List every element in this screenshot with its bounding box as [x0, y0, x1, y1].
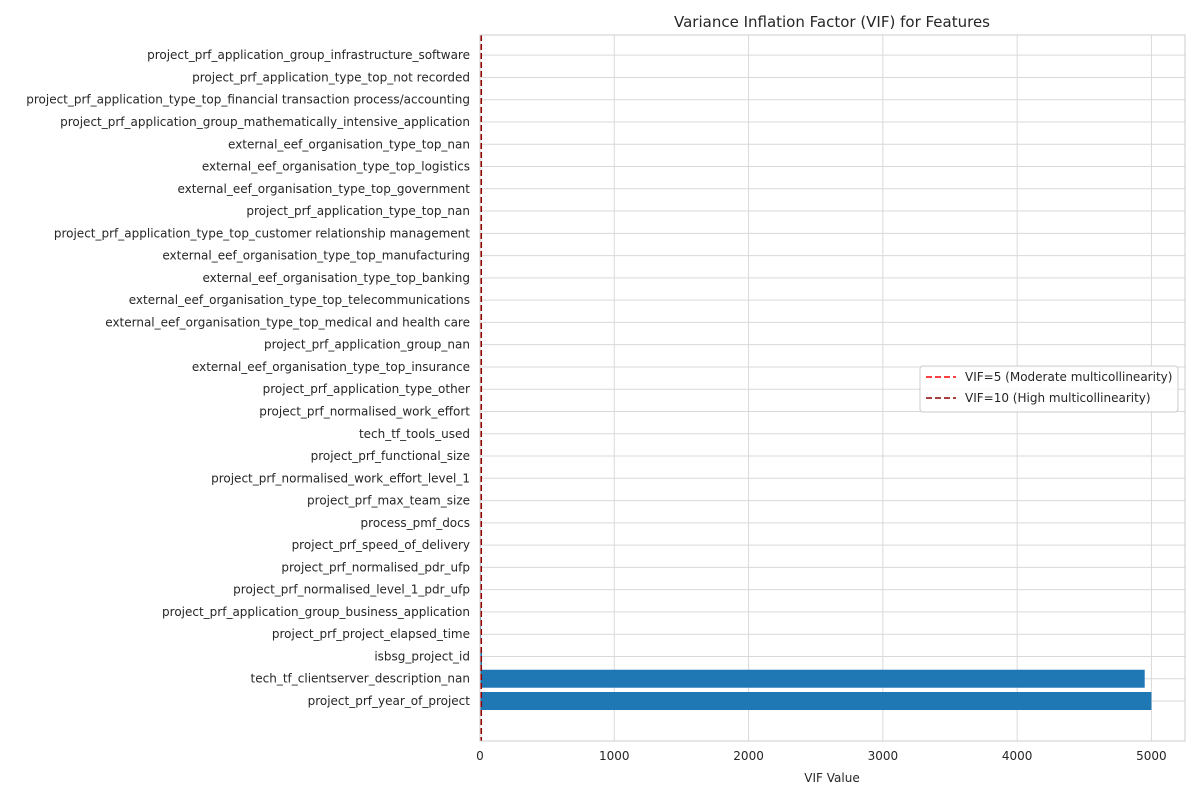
y-tick-label: project_prf_application_type_top_custome…	[54, 226, 470, 240]
y-tick-label: project_prf_normalised_pdr_ufp	[281, 560, 470, 574]
y-tick-label: isbsg_project_id	[374, 649, 470, 663]
bar	[480, 692, 1151, 710]
y-tick-label: external_eef_organisation_type_top_medic…	[105, 315, 470, 329]
y-tick-label: project_prf_application_group_infrastruc…	[147, 48, 470, 62]
y-tick-label: process_pmf_docs	[361, 516, 470, 530]
x-tick-label: 1000	[599, 749, 630, 763]
y-tick-label: project_prf_application_type_other	[263, 382, 470, 396]
y-tick-label: tech_tf_tools_used	[359, 427, 470, 441]
y-tick-label: project_prf_speed_of_delivery	[292, 538, 470, 552]
y-tick-label: project_prf_year_of_project	[308, 694, 471, 708]
x-axis-label: VIF Value	[804, 771, 859, 785]
y-tick-label: project_prf_max_team_size	[307, 494, 470, 508]
y-tick-label: project_prf_application_group_business_a…	[162, 605, 470, 619]
y-tick-label: external_eef_organisation_type_top_insur…	[192, 360, 470, 374]
y-tick-label: tech_tf_clientserver_description_nan	[251, 672, 470, 686]
y-tick-label: project_prf_application_type_top_not rec…	[192, 70, 470, 84]
chart-title: Variance Inflation Factor (VIF) for Feat…	[674, 13, 990, 31]
legend-label-moderate: VIF=5 (Moderate multicollinearity)	[965, 370, 1172, 384]
x-tick-label: 4000	[1002, 749, 1033, 763]
y-tick-labels: project_prf_year_of_project tech_tf_clien…	[26, 48, 470, 708]
y-tick-label: project_prf_normalised_work_effort_level…	[211, 471, 470, 485]
x-tick-label: 2000	[733, 749, 764, 763]
y-tick-label: project_prf_application_group_nan	[264, 338, 470, 352]
y-tick-label: external_eef_organisation_type_top_gover…	[177, 182, 470, 196]
y-tick-label: project_prf_functional_size	[311, 449, 470, 463]
y-tick-label: external_eef_organisation_type_top_nan	[228, 137, 470, 151]
y-tick-label: project_prf_normalised_work_effort	[259, 404, 470, 418]
y-tick-label: project_prf_application_type_top_nan	[246, 204, 470, 218]
y-tick-label: project_prf_application_type_top_financi…	[26, 93, 470, 107]
x-tick-label: 0	[476, 749, 484, 763]
legend-label-high: VIF=10 (High multicollinearity)	[965, 391, 1151, 405]
y-tick-label: external_eef_organisation_type_top_telec…	[129, 293, 470, 307]
x-tick-labels: 0 1000 2000 3000 4000 5000	[476, 749, 1167, 763]
x-tick-label: 5000	[1136, 749, 1167, 763]
y-tick-label: project_prf_normalised_level_1_pdr_ufp	[233, 583, 470, 597]
legend: VIF=5 (Moderate multicollinearity) VIF=1…	[920, 366, 1178, 412]
bar	[480, 670, 1145, 688]
y-tick-label: project_prf_project_elapsed_time	[272, 627, 470, 641]
y-tick-label: external_eef_organisation_type_top_manuf…	[162, 249, 470, 263]
x-tick-label: 3000	[868, 749, 899, 763]
y-tick-label: external_eef_organisation_type_top_banki…	[203, 271, 471, 285]
y-tick-label: project_prf_application_group_mathematic…	[60, 115, 470, 129]
y-tick-label: external_eef_organisation_type_top_logis…	[202, 160, 470, 174]
